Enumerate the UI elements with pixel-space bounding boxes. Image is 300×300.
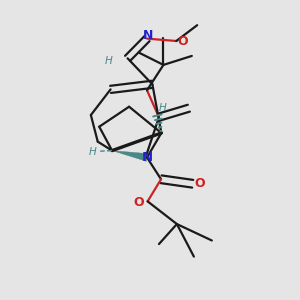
Text: N: N xyxy=(142,151,153,164)
Text: O: O xyxy=(133,196,144,209)
Text: O: O xyxy=(178,35,188,48)
Text: H: H xyxy=(104,56,112,66)
Text: N: N xyxy=(143,28,154,41)
Polygon shape xyxy=(112,151,148,161)
Text: O: O xyxy=(195,177,206,190)
Text: H: H xyxy=(89,147,97,157)
Text: H: H xyxy=(159,103,167,112)
